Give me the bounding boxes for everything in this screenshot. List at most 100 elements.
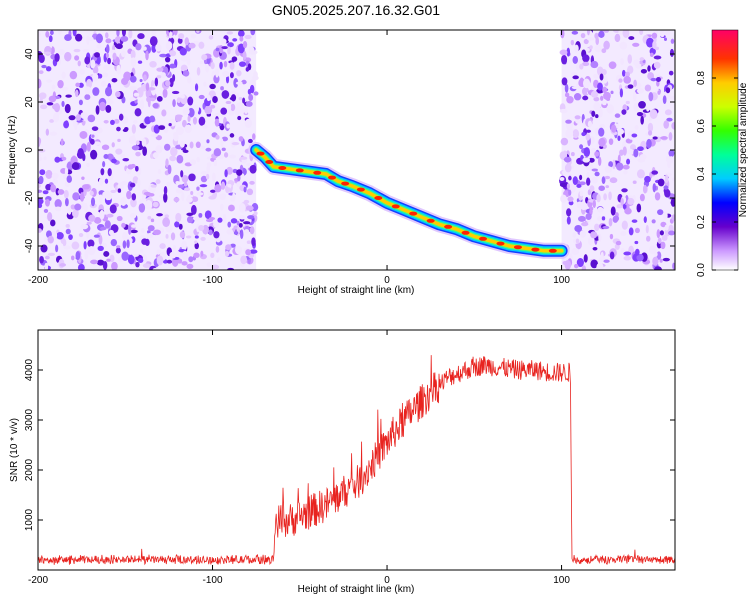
noise-blob bbox=[166, 182, 171, 187]
noise-blob bbox=[215, 134, 220, 140]
snr-y-tick-label: 1000 bbox=[24, 508, 35, 531]
noise-blob bbox=[175, 187, 183, 194]
noise-blob bbox=[630, 144, 637, 151]
noise-blob bbox=[126, 239, 130, 249]
noise-blob bbox=[219, 61, 223, 70]
noise-blob bbox=[47, 212, 53, 222]
noise-blob bbox=[38, 228, 42, 233]
noise-blob bbox=[139, 99, 145, 110]
noise-blob bbox=[236, 220, 240, 226]
noise-blob bbox=[147, 225, 155, 232]
signal-peak bbox=[295, 168, 304, 173]
noise-blob bbox=[198, 94, 205, 100]
noise-blob bbox=[579, 63, 584, 70]
noise-blob bbox=[230, 218, 238, 224]
noise-blob bbox=[623, 255, 632, 261]
noise-blob bbox=[91, 126, 99, 131]
noise-blob bbox=[161, 109, 167, 117]
noise-blob bbox=[622, 30, 630, 38]
noise-blob bbox=[165, 233, 169, 239]
noise-blob bbox=[573, 93, 582, 101]
noise-blob bbox=[670, 197, 675, 207]
noise-blob bbox=[41, 64, 47, 69]
noise-blob bbox=[78, 99, 83, 106]
noise-blob bbox=[572, 75, 579, 80]
noise-blob bbox=[163, 192, 168, 203]
noise-blob bbox=[206, 94, 211, 102]
noise-blob bbox=[231, 141, 240, 146]
noise-blob bbox=[572, 56, 578, 64]
noise-blob bbox=[106, 97, 111, 103]
noise-blob bbox=[643, 216, 647, 224]
noise-blob bbox=[129, 213, 137, 219]
noise-blob bbox=[38, 153, 42, 157]
noise-blob bbox=[130, 49, 136, 60]
noise-blob bbox=[57, 189, 65, 195]
colorbar-tick-label: 0.4 bbox=[696, 167, 707, 181]
noise-blob bbox=[589, 45, 593, 50]
noise-blob bbox=[619, 88, 624, 98]
noise-blob bbox=[149, 60, 157, 68]
noise-blob bbox=[95, 105, 100, 115]
noise-blob bbox=[86, 78, 93, 89]
noise-blob bbox=[72, 210, 77, 217]
noise-blob bbox=[190, 204, 197, 215]
noise-blob bbox=[588, 157, 595, 163]
noise-blob bbox=[155, 43, 162, 52]
noise-blob bbox=[115, 91, 121, 98]
noise-blob bbox=[653, 55, 662, 60]
noise-blob bbox=[602, 86, 608, 94]
noise-blob bbox=[212, 95, 218, 104]
noise-blob bbox=[65, 94, 72, 98]
noise-blob bbox=[108, 229, 114, 236]
noise-blob bbox=[638, 100, 646, 109]
noise-blob bbox=[644, 84, 652, 92]
noise-blob bbox=[251, 237, 256, 247]
noise-blob bbox=[579, 181, 586, 186]
noise-blob bbox=[213, 220, 220, 228]
noise-blob bbox=[122, 240, 127, 249]
noise-blob bbox=[230, 94, 237, 102]
noise-blob bbox=[184, 37, 190, 46]
noise-blob bbox=[45, 31, 50, 38]
noise-blob bbox=[135, 165, 139, 172]
noise-blob bbox=[45, 198, 50, 207]
noise-blob bbox=[132, 253, 139, 257]
noise-blob bbox=[159, 243, 166, 250]
noise-blob bbox=[169, 155, 177, 162]
noise-blob bbox=[196, 192, 204, 196]
noise-blob bbox=[116, 30, 120, 37]
noise-blob bbox=[242, 51, 247, 60]
noise-blob bbox=[609, 251, 615, 260]
noise-blob bbox=[599, 123, 606, 129]
noise-blob bbox=[559, 151, 566, 160]
noise-blob bbox=[601, 100, 607, 106]
noise-blob bbox=[106, 192, 112, 201]
noise-blob bbox=[191, 196, 199, 203]
noise-blob bbox=[150, 218, 155, 223]
noise-blob bbox=[149, 36, 158, 47]
noise-blob bbox=[74, 55, 80, 61]
noise-blob bbox=[179, 231, 186, 239]
noise-blob bbox=[143, 191, 151, 196]
noise-blob bbox=[574, 263, 579, 269]
noise-blob bbox=[102, 191, 108, 199]
noise-blob bbox=[627, 197, 635, 205]
noise-blob bbox=[619, 41, 628, 50]
noise-blob bbox=[115, 148, 123, 155]
noise-blob bbox=[622, 146, 627, 156]
noise-blob bbox=[106, 258, 111, 262]
noise-blob bbox=[656, 229, 661, 239]
noise-blob bbox=[237, 115, 242, 121]
noise-blob bbox=[205, 63, 210, 73]
noise-blob bbox=[226, 228, 234, 235]
noise-blob bbox=[164, 143, 171, 151]
noise-blob bbox=[182, 119, 187, 128]
noise-blob bbox=[139, 78, 143, 83]
noise-blob bbox=[594, 151, 600, 157]
noise-blob bbox=[239, 36, 244, 42]
noise-blob bbox=[182, 149, 189, 154]
noise-blob bbox=[608, 218, 613, 227]
noise-blob bbox=[604, 166, 613, 173]
